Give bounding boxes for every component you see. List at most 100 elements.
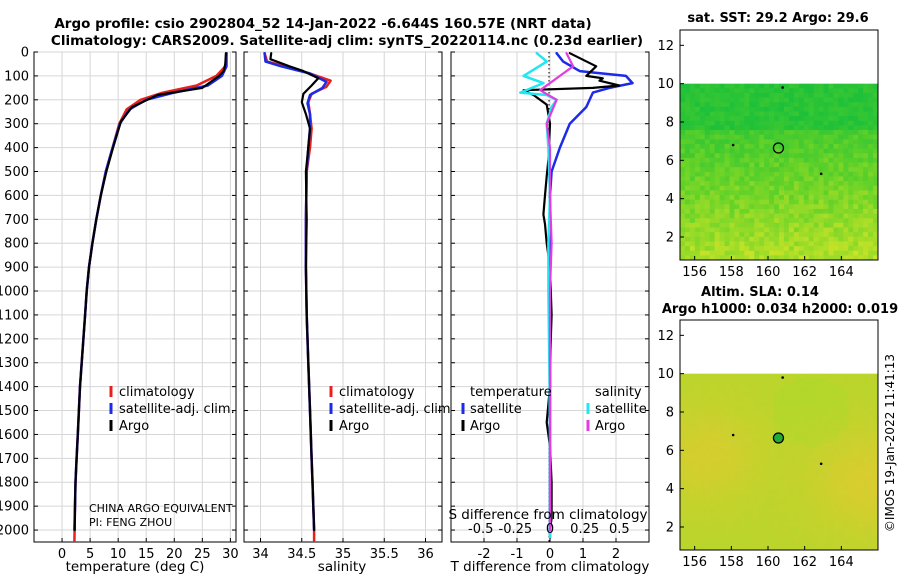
- map-cell: [759, 378, 765, 384]
- map-cell: [709, 512, 716, 518]
- map-cell: [699, 97, 706, 103]
- map-cell: [813, 92, 819, 98]
- map-cell: [873, 420, 879, 426]
- map-cell: [754, 204, 760, 210]
- map-cell: [759, 102, 765, 108]
- map-cell: [724, 190, 730, 196]
- map-cell: [739, 540, 745, 546]
- map-cell: [749, 227, 755, 233]
- map-cell: [704, 498, 711, 504]
- map-cell: [764, 494, 770, 500]
- map-cell: [769, 457, 775, 463]
- map-cell: [863, 526, 869, 532]
- map-cell: [833, 540, 839, 546]
- map-cell: [863, 373, 869, 379]
- map-cell: [719, 167, 725, 173]
- map-cell: [863, 461, 869, 467]
- map-cell: [729, 475, 735, 481]
- map-cell: [788, 466, 795, 472]
- map-cell: [843, 241, 849, 247]
- map-cell: [863, 443, 869, 449]
- map-cell: [779, 420, 785, 426]
- map-cell: [709, 125, 716, 131]
- map-cell: [808, 392, 815, 398]
- map-cell: [818, 526, 824, 532]
- map-cell: [684, 250, 691, 256]
- map-cell: [724, 508, 730, 514]
- map-cell: [719, 88, 725, 94]
- map-cell: [803, 83, 810, 89]
- map-cell: [868, 480, 874, 486]
- map-cell: [793, 401, 800, 407]
- map-cell: [739, 443, 745, 449]
- map-cell: [694, 406, 701, 412]
- map-cell: [739, 410, 745, 416]
- map-cell: [704, 443, 711, 449]
- map-cell: [838, 396, 844, 402]
- map-cell: [843, 111, 849, 117]
- map-cell: [680, 176, 686, 182]
- map-cell: [749, 185, 755, 191]
- map-cell: [779, 410, 785, 416]
- map-cell: [848, 466, 854, 472]
- map-cell: [764, 420, 770, 426]
- map-cell: [798, 83, 805, 89]
- map-cell: [808, 480, 815, 486]
- map-cell: [783, 167, 790, 173]
- map-cell: [764, 382, 770, 388]
- map-cell: [754, 540, 760, 546]
- map-cell: [764, 536, 770, 542]
- map-cell: [779, 83, 785, 89]
- map-cell: [774, 447, 780, 453]
- map-cell: [769, 508, 775, 514]
- map-cell: [689, 494, 696, 500]
- map-cell: [813, 241, 819, 247]
- map-cell: [823, 218, 829, 224]
- map-cell: [719, 396, 725, 402]
- map-cell: [828, 143, 834, 150]
- map-cell: [813, 181, 819, 187]
- map-cell: [699, 457, 706, 463]
- map-cell: [843, 139, 849, 145]
- map-cell: [833, 475, 839, 481]
- map-cell: [699, 236, 706, 242]
- map-cell: [684, 480, 691, 486]
- map-cell: [873, 531, 879, 537]
- map-cell: [858, 452, 864, 458]
- map-cell: [793, 111, 800, 117]
- map-cell: [759, 92, 765, 98]
- map-cell: [729, 424, 735, 430]
- map-cell: [759, 106, 765, 112]
- map-cell: [828, 171, 834, 177]
- map-cell: [848, 396, 854, 402]
- map-cell: [724, 415, 730, 421]
- map-cell: [828, 382, 834, 388]
- map-cell: [788, 162, 795, 168]
- map-cell: [729, 153, 735, 159]
- map-cell: [749, 116, 755, 122]
- map-cell: [823, 88, 829, 94]
- map-cell: [788, 134, 795, 140]
- map-cell: [873, 545, 879, 551]
- map-cell: [793, 517, 800, 523]
- map-cell: [803, 396, 810, 402]
- map-cell: [793, 213, 800, 219]
- map-cell: [739, 130, 745, 136]
- map-cell: [704, 517, 711, 523]
- map-cell: [734, 522, 740, 528]
- map-cell: [749, 457, 755, 463]
- map-cell: [729, 222, 735, 228]
- map-cell: [863, 471, 869, 477]
- map-cell: [734, 378, 740, 384]
- map-cell: [783, 443, 790, 449]
- map-cell: [863, 195, 869, 201]
- map-cell: [863, 181, 869, 187]
- map-cell: [813, 195, 819, 201]
- map-y-tick-label: 2: [666, 231, 674, 246]
- map-cell: [843, 204, 849, 210]
- map-cell: [803, 475, 810, 481]
- map-cell: [739, 406, 745, 412]
- map-cell: [719, 443, 725, 449]
- map-cell: [680, 457, 686, 463]
- map-cell: [719, 227, 725, 233]
